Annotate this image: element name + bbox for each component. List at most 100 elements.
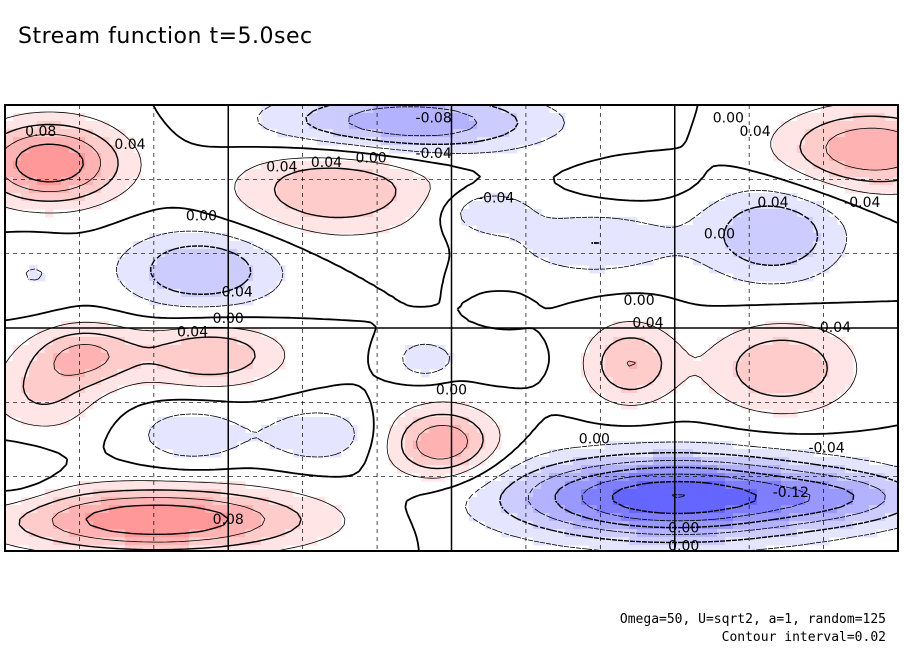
fill-cell	[757, 193, 766, 202]
fill-cell	[757, 353, 766, 362]
fill-cell	[429, 345, 438, 354]
fill-cell	[173, 449, 182, 458]
fill-cell	[693, 489, 702, 498]
fill-cell	[621, 489, 630, 498]
fill-cell	[165, 265, 174, 274]
fill-cell	[245, 169, 254, 178]
fill-cell	[573, 497, 582, 506]
contour-label: 0.08	[213, 512, 244, 528]
fill-cell	[613, 393, 622, 402]
fill-cell	[597, 489, 606, 498]
fill-cell	[733, 265, 742, 274]
fill-cell	[349, 225, 358, 234]
fill-cell	[93, 369, 102, 378]
fill-cell	[717, 369, 726, 378]
fill-cell	[325, 193, 334, 202]
fill-cell	[821, 217, 830, 226]
fill-cell	[701, 497, 710, 506]
fill-cell	[565, 257, 574, 266]
fill-cell	[205, 481, 214, 490]
fill-cell	[749, 329, 758, 338]
fill-cell	[733, 497, 742, 506]
fill-cell	[749, 505, 758, 514]
fill-cell	[101, 385, 110, 394]
fill-cell	[165, 425, 174, 434]
fill-cell	[829, 161, 838, 170]
fill-cell	[869, 489, 878, 498]
fill-cell	[493, 505, 502, 514]
fill-cell	[253, 249, 262, 258]
fill-cell	[261, 425, 270, 434]
fill-cell	[589, 345, 598, 354]
fill-cell	[293, 113, 302, 122]
fill-cell	[253, 169, 262, 178]
fill-cell	[605, 521, 614, 530]
fill-cell	[765, 193, 774, 202]
fill-cell	[181, 345, 190, 354]
fill-cell	[117, 345, 126, 354]
fill-cell	[469, 513, 478, 522]
fill-cell	[677, 353, 686, 362]
fill-cell	[165, 353, 174, 362]
fill-cell	[101, 545, 110, 551]
fill-cell	[717, 385, 726, 394]
fill-cell	[173, 265, 182, 274]
fill-cell	[165, 241, 174, 250]
fill-cell	[765, 249, 774, 258]
fill-cell	[197, 497, 206, 506]
fill-cell	[5, 529, 14, 538]
fill-cell	[853, 185, 862, 194]
fill-cell	[357, 225, 366, 234]
fill-cell	[541, 505, 550, 514]
fill-cell	[13, 505, 22, 514]
fill-cell	[821, 209, 830, 218]
fill-cell	[69, 521, 78, 530]
fill-cell	[861, 481, 870, 490]
fill-cell	[405, 425, 414, 434]
fill-cell	[677, 249, 686, 258]
fill-cell	[469, 425, 478, 434]
fill-cell	[205, 233, 214, 242]
fill-cell	[213, 273, 222, 282]
fill-cell	[165, 529, 174, 538]
fill-cell	[549, 113, 558, 122]
fill-cell	[221, 345, 230, 354]
fill-cell	[725, 377, 734, 386]
fill-cell	[645, 369, 654, 378]
fill-cell	[5, 145, 14, 154]
fill-cell	[301, 425, 310, 434]
fill-cell	[621, 497, 630, 506]
fill-cell	[541, 225, 550, 234]
fill-cell	[661, 377, 670, 386]
fill-cell	[485, 449, 494, 458]
fill-cell	[829, 489, 838, 498]
fill-cell	[421, 473, 430, 482]
contour-label: 0.04	[177, 324, 208, 340]
fill-cell	[805, 113, 814, 122]
fill-cell	[445, 441, 454, 450]
fill-cell	[245, 257, 254, 266]
fill-cell	[77, 489, 86, 498]
fill-cell	[541, 537, 550, 546]
fill-cell	[261, 281, 270, 290]
fill-cell	[405, 169, 414, 178]
fill-cell	[77, 145, 86, 154]
fill-cell	[845, 121, 854, 130]
fill-cell	[621, 217, 630, 226]
fill-cell	[461, 129, 470, 138]
fill-cell	[77, 393, 86, 402]
fill-cell	[789, 513, 798, 522]
fill-cell	[5, 137, 14, 146]
fill-cell	[789, 321, 798, 330]
fill-cell	[885, 137, 894, 146]
fill-cell	[325, 137, 334, 146]
fill-cell	[773, 265, 782, 274]
fill-cell	[77, 521, 86, 530]
fill-cell	[853, 137, 862, 146]
fill-cell	[5, 377, 14, 386]
fill-cell	[277, 185, 286, 194]
fill-cell	[5, 409, 14, 418]
fill-cell	[765, 489, 774, 498]
fill-cell	[717, 449, 726, 458]
fill-cell	[85, 545, 94, 551]
